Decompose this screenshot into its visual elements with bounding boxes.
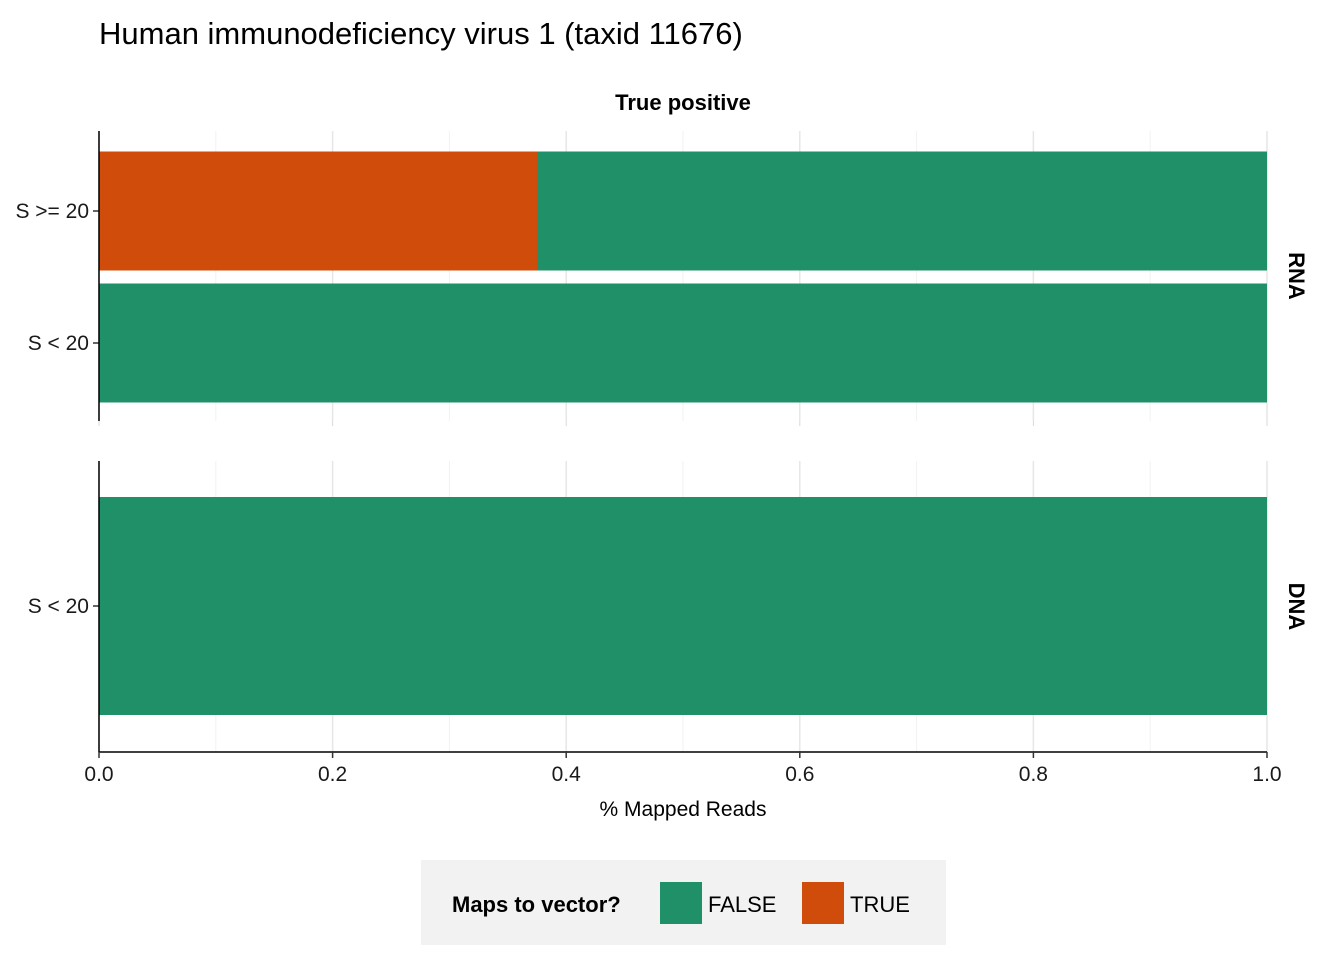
- x-tick-label: 0.2: [318, 763, 347, 786]
- legend-key-true: [802, 882, 844, 924]
- row-facet-label: RNA: [1284, 252, 1309, 300]
- panel-dna: S < 20 DNA: [28, 461, 1309, 752]
- bar-rna-s-lt-20-false: [99, 283, 1267, 403]
- legend: Maps to vector? FALSE TRUE: [421, 860, 946, 945]
- x-tick-label: 1.0: [1252, 763, 1281, 786]
- x-tick-label: 0.8: [1019, 763, 1048, 786]
- legend-key-false: [660, 882, 702, 924]
- legend-label-false: FALSE: [708, 892, 776, 917]
- x-axis: 0.0 0.2 0.4 0.6 0.8 1.0: [84, 421, 1282, 786]
- bar-rna-s-ge-20-false: [537, 151, 1267, 271]
- y-tick-label: S < 20: [28, 332, 89, 355]
- legend-title: Maps to vector?: [452, 892, 621, 917]
- x-tick-label: 0.6: [785, 763, 814, 786]
- x-axis-label: % Mapped Reads: [600, 798, 767, 821]
- bar-dna-s-lt-20-false: [99, 497, 1267, 715]
- x-tick-label: 0.0: [84, 763, 113, 786]
- bar-rna-s-ge-20-true: [99, 151, 537, 271]
- x-tick-label: 0.4: [552, 763, 582, 786]
- y-tick-label: S >= 20: [15, 200, 89, 223]
- panels: S >= 20 S < 20 RNA S < 20 DNA: [15, 131, 1309, 752]
- chart-title: Human immunodeficiency virus 1 (taxid 11…: [99, 16, 743, 51]
- panel-rna: S >= 20 S < 20 RNA: [15, 131, 1309, 421]
- row-facet-label: DNA: [1284, 583, 1309, 631]
- y-tick-label: S < 20: [28, 595, 89, 618]
- legend-label-true: TRUE: [850, 892, 910, 917]
- column-facet-label: True positive: [615, 90, 751, 115]
